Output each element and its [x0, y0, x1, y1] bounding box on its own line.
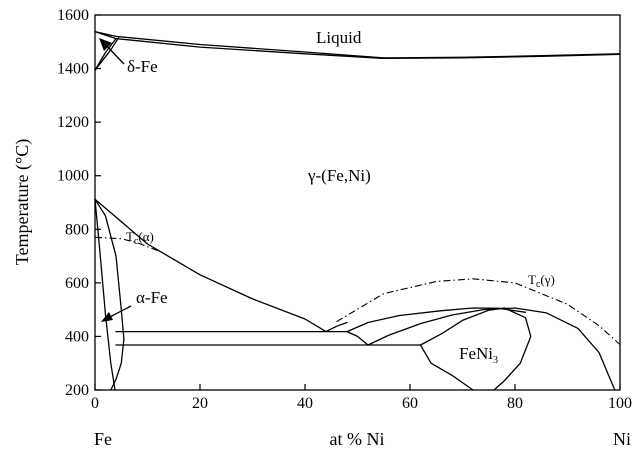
phase-boundary-line: [325, 321, 348, 333]
x-tick-label: 20: [192, 395, 208, 412]
phase-boundary-line: [94, 37, 117, 71]
x-tick-label: 80: [507, 395, 523, 412]
phase-boundary-line: [346, 330, 369, 346]
x-axis-left-end-label: Fe: [94, 429, 112, 449]
delta-fe-arrow: [99, 38, 125, 65]
x-axis-label: at % Ni: [330, 429, 385, 449]
y-tick-label: 800: [65, 221, 89, 238]
label-tc-alpha: Tc(α): [126, 229, 154, 247]
phase-boundary-line: [493, 307, 532, 391]
label-gamma-feni: γ-(Fe,Ni): [307, 166, 371, 185]
phase-boundary-line: [94, 30, 621, 60]
phase-boundary-line: [94, 198, 327, 333]
y-tick-label: 1600: [57, 7, 89, 24]
phase-boundary-line: [94, 198, 116, 391]
x-tick-label: 60: [402, 395, 418, 412]
y-tick-label: 600: [65, 275, 89, 292]
y-tick-label: 200: [65, 382, 89, 399]
label-alpha-fe: α-Fe: [136, 288, 168, 307]
y-tick-label: 400: [65, 328, 89, 345]
phase-boundary-line: [110, 338, 125, 391]
phase-boundary-line: [419, 344, 474, 391]
alpha-fe-arrow: [101, 305, 132, 322]
x-tick-label: 100: [608, 395, 632, 412]
plot-frame: [94, 14, 621, 391]
phase-boundaries: [94, 30, 621, 391]
y-axis-label: Temperature (°C): [12, 139, 33, 265]
label-feni3: FeNi3: [459, 344, 498, 366]
y-tick-label: 1000: [57, 168, 89, 185]
curie-temperature-line: [336, 278, 621, 345]
axis-ticks: 0 20 40 60 80 100 200 400 600 800 1000 1200 1400 1600: [57, 7, 632, 412]
label-delta-fe: δ-Fe: [127, 57, 158, 76]
y-tick-label: 1400: [57, 61, 89, 78]
x-tick-label: 40: [297, 395, 313, 412]
label-tc-gamma: Tc(γ): [528, 272, 555, 290]
curie-temperature-line: [94, 236, 159, 252]
label-liquid: Liquid: [316, 28, 362, 47]
x-tick-label: 0: [91, 395, 99, 412]
phase-boundary-line: [419, 307, 506, 346]
x-axis-right-end-label: Ni: [613, 429, 631, 449]
phase-boundary-line: [94, 198, 125, 340]
y-tick-label: 1200: [57, 114, 89, 131]
